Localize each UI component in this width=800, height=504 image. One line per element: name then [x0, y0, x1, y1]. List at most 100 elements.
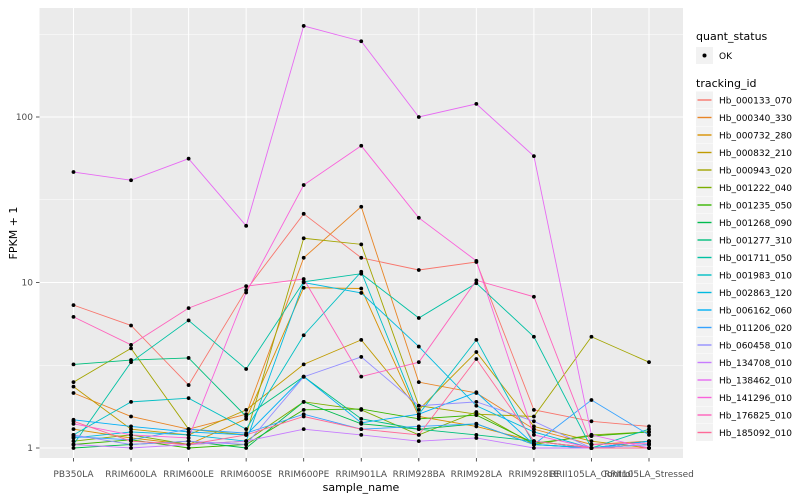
data-point-Hb_006162_060 [359, 420, 364, 425]
data-point-Hb_185092_010 [474, 357, 479, 361]
data-point-Hb_176825_010 [359, 374, 364, 379]
x-tick-label-RRIM928LE: RRIM928LE [508, 470, 559, 480]
data-point-Hb_000832_210 [474, 350, 479, 354]
data-point-Hb_011206_020 [589, 398, 594, 402]
legend-item-Hb_176825_010: Hb_176825_010 [696, 406, 792, 424]
data-point-Hb_000133_070 [589, 419, 594, 424]
data-point-Hb_176825_010 [186, 306, 191, 311]
axis-ticks [36, 116, 650, 462]
data-point-Hb_002863_120 [532, 430, 536, 434]
legend-item-label: Hb_006162_060 [719, 307, 792, 317]
data-point-Hb_001235_050 [301, 407, 306, 412]
data-point-Hb_001277_310 [474, 432, 479, 437]
data-point-Hb_185092_010 [129, 439, 133, 444]
data-point-Hb_000943_020 [647, 360, 651, 365]
data-point-Hb_006162_060 [129, 424, 133, 429]
ok-point-icon [702, 53, 707, 58]
data-point-Hb_001711_050 [129, 360, 133, 365]
legend-item-Hb_001268_090: Hb_001268_090 [696, 214, 792, 231]
data-point-Hb_001983_010 [129, 399, 133, 404]
data-point-Hb_185092_010 [71, 419, 76, 424]
data-point-Hb_176825_010 [301, 277, 306, 281]
legend-item-Hb_138462_010: Hb_138462_010 [696, 371, 792, 389]
data-point-Hb_138462_010 [474, 101, 479, 106]
data-point-Hb_006162_060 [474, 390, 479, 395]
data-point-Hb_134708_010 [71, 442, 76, 447]
data-point-Hb_176825_010 [416, 360, 421, 365]
legend-item-Hb_141296_010: Hb_141296_010 [696, 389, 792, 406]
legend-item-Hb_000133_070: Hb_000133_070 [696, 91, 792, 109]
data-point-Hb_141296_010 [474, 259, 479, 263]
data-point-Hb_000133_070 [359, 255, 364, 260]
data-point-Hb_138462_010 [532, 154, 536, 159]
data-point-Hb_185092_010 [301, 414, 306, 419]
legend-item-Hb_011206_020: Hb_011206_020 [696, 319, 792, 336]
data-point-Hb_001277_310 [244, 414, 249, 419]
data-point-Hb_001277_310 [186, 356, 191, 360]
legend-item-Hb_185092_010: Hb_185092_010 [696, 424, 792, 441]
data-point-Hb_176825_010 [532, 294, 536, 299]
data-point-Hb_002863_120 [301, 280, 306, 285]
data-point-Hb_001277_310 [416, 427, 421, 432]
data-point-Hb_138462_010 [416, 115, 421, 119]
data-point-Hb_000732_280 [71, 427, 76, 432]
data-point-Hb_138462_010 [589, 432, 594, 437]
data-point-Hb_001711_050 [647, 427, 651, 432]
y-tick-labels: 1 10 100 [16, 113, 33, 454]
x-tick-label-RRII105LA_Control: RRII105LA_Control [550, 470, 633, 480]
legend-item-label: Hb_000732_280 [719, 132, 792, 142]
data-point-Hb_000732_280 [301, 285, 306, 290]
legend-item-label: Hb_000340_330 [719, 114, 792, 124]
data-point-Hb_000133_070 [301, 211, 306, 216]
legend-item-Hb_001711_050: Hb_001711_050 [696, 249, 792, 266]
data-point-Hb_176825_010 [474, 278, 479, 283]
data-point-Hb_185092_010 [244, 432, 249, 437]
data-point-Hb_002863_120 [416, 344, 421, 349]
data-point-Hb_134708_010 [416, 439, 421, 444]
data-point-Hb_001268_090 [71, 446, 76, 450]
x-tick-label-RRIM600SE: RRIM600SE [220, 470, 272, 480]
legend-item-Hb_001235_050: Hb_001235_050 [696, 196, 792, 214]
data-point-Hb_000133_070 [532, 407, 536, 412]
legend-item-label: Hb_002863_120 [719, 289, 792, 299]
data-point-Hb_138462_010 [244, 223, 249, 228]
data-point-Hb_138462_010 [301, 24, 306, 28]
data-point-Hb_060458_010 [244, 442, 249, 447]
data-point-Hb_002863_120 [129, 430, 133, 434]
x-tick-labels: PB350LA RRIM600LA RRIM600LE RRIM600SE RRIM60… [53, 470, 693, 480]
legend-tracking-id-items: Hb_000133_070 Hb_000340_330 Hb_000732_280 H… [696, 91, 792, 441]
data-point-Hb_011206_020 [416, 424, 421, 429]
data-point-Hb_001983_010 [301, 333, 306, 338]
data-point-Hb_000943_020 [129, 346, 133, 351]
data-point-Hb_001711_050 [244, 367, 249, 371]
data-point-Hb_000133_070 [416, 268, 421, 272]
data-point-Hb_138462_010 [359, 39, 364, 44]
legend-item-Hb_001222_040: Hb_001222_040 [696, 179, 792, 196]
series-points [71, 24, 651, 450]
data-point-Hb_134708_010 [359, 432, 364, 437]
data-point-Hb_000943_020 [589, 334, 594, 339]
data-point-Hb_134708_010 [129, 446, 133, 450]
data-point-Hb_185092_010 [647, 446, 651, 450]
legend-item-Hb_002863_120: Hb_002863_120 [696, 284, 792, 301]
legend-item-Hb_006162_060: Hb_006162_060 [696, 301, 792, 319]
legend-item-label: Hb_001983_010 [719, 272, 792, 282]
data-point-Hb_000133_070 [186, 383, 191, 387]
data-point-Hb_134708_010 [532, 446, 536, 450]
data-point-Hb_000340_330 [532, 427, 536, 432]
data-point-Hb_185092_010 [186, 442, 191, 447]
legend-item-Hb_001277_310: Hb_001277_310 [696, 231, 792, 249]
data-point-Hb_176825_010 [71, 314, 76, 319]
data-point-Hb_185092_010 [589, 446, 594, 450]
x-tick-label-RRIM600PE: RRIM600PE [278, 470, 330, 480]
legend-item-label: Hb_060458_010 [719, 342, 792, 352]
data-point-Hb_002863_120 [359, 291, 364, 295]
data-point-Hb_002863_120 [186, 432, 191, 437]
legend-item-label: Hb_000943_020 [719, 167, 792, 177]
data-point-Hb_001711_050 [474, 281, 479, 286]
legend-tracking-id-title: tracking_id [696, 77, 757, 90]
data-point-Hb_134708_010 [244, 439, 249, 444]
x-tick-label-RRII105LA_Stressed: RRII105LA_Stressed [604, 470, 694, 480]
legend-item-Hb_134708_010: Hb_134708_010 [696, 354, 792, 371]
legend-item-Hb_000732_280: Hb_000732_280 [696, 126, 792, 144]
